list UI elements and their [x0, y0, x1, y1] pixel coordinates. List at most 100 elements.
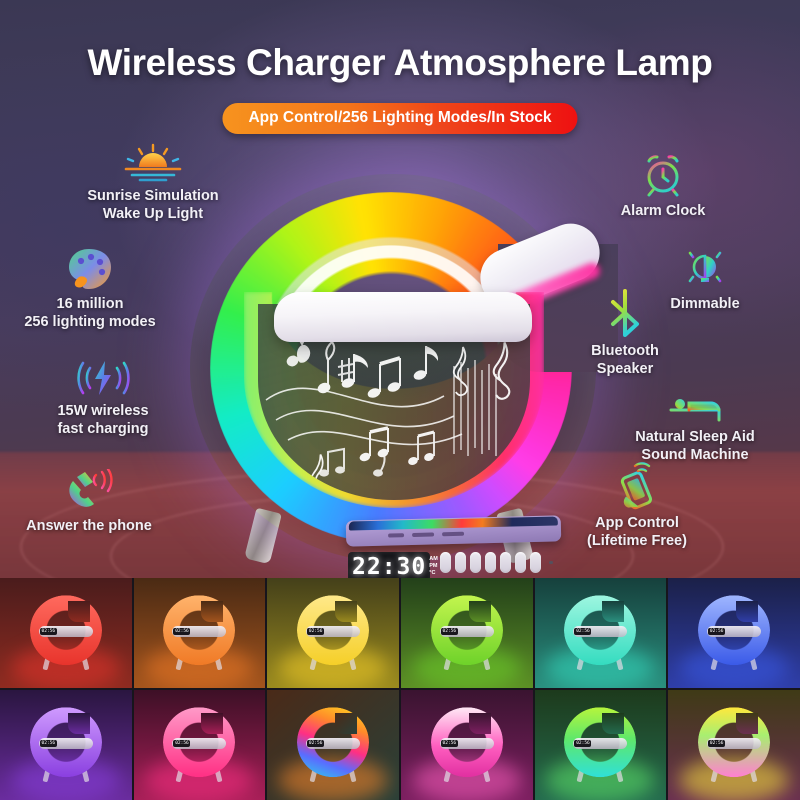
- color-variant-cell-yellow-pink[interactable]: 02:56: [668, 690, 800, 800]
- variant-clock: 02:56: [307, 628, 325, 635]
- color-palette-icon: [69, 249, 111, 289]
- variant-charging-deck: [439, 626, 494, 637]
- color-variant-cell-cyan[interactable]: 02:56: [534, 578, 667, 688]
- speaker-slot: [455, 552, 466, 573]
- variant-clock: 02:56: [440, 628, 458, 635]
- speaker-slot: [440, 552, 451, 573]
- feature-label: 15W wireless fast charging: [57, 403, 149, 437]
- variant-clock: 02:56: [173, 628, 191, 635]
- color-variant-cell-blue[interactable]: 02:56: [668, 578, 800, 688]
- color-variant-cell-orange[interactable]: 02:56: [133, 578, 266, 688]
- variant-clock: 02:56: [39, 628, 57, 635]
- variant-g-notch: [602, 601, 625, 622]
- variant-g-notch: [468, 713, 491, 734]
- variant-g-notch: [736, 713, 759, 734]
- color-variant-cell-pink-white[interactable]: 02:56: [401, 690, 533, 800]
- music-notes-overlay: [265, 320, 511, 500]
- color-variant-cell-red[interactable]: 02:56: [0, 578, 132, 688]
- alarm-clock-icon: [647, 155, 679, 197]
- brightness-dimmer-icon: [682, 245, 728, 283]
- color-variant-cell-green-cyan[interactable]: 02:56: [534, 690, 667, 800]
- sunrise-icon: [124, 143, 182, 182]
- smartphone-on-pad: [345, 515, 562, 547]
- bed-sleep-icon: [669, 391, 721, 422]
- variant-clock: 02:56: [574, 740, 592, 747]
- feature-bluetooth-speaker: Bluetooth Speaker: [565, 288, 685, 378]
- variant-charging-deck: [172, 738, 227, 749]
- feature-lighting-modes: 16 million 256 lighting modes: [0, 247, 185, 331]
- feature-alarm-clock: Alarm Clock: [568, 152, 758, 221]
- clock-time: 22:30: [352, 553, 427, 578]
- phone-button-1: [388, 533, 405, 538]
- phone-button-3: [442, 531, 465, 537]
- feature-label: Bluetooth Speaker: [591, 343, 659, 377]
- speaker-slot: [470, 552, 481, 573]
- variant-g-notch: [468, 601, 491, 622]
- clock-indicator-pm: PM: [429, 563, 438, 570]
- clock-indicator-temp: °C: [429, 569, 436, 576]
- variant-g-notch: [335, 713, 358, 734]
- feature-label: Natural Sleep Aid Sound Machine: [635, 429, 755, 463]
- page-title: Wireless Charger Atmosphere Lamp: [87, 42, 713, 83]
- color-variant-cell-green[interactable]: 02:56: [401, 578, 533, 688]
- speaker-grille: [440, 552, 553, 573]
- color-variant-cell-purple[interactable]: 02:56: [0, 690, 132, 800]
- variant-clock: 02:56: [574, 628, 592, 635]
- feature-dimmable: Dimmable: [645, 245, 765, 314]
- color-variant-cell-pink[interactable]: 02:56: [133, 690, 266, 800]
- feature-app-control: App Control (Lifetime Free): [542, 462, 732, 550]
- variant-charging-deck: [306, 626, 361, 637]
- clock-indicator-am: AM: [429, 556, 438, 563]
- wireless-charging-deck: [274, 292, 532, 342]
- variant-clock: 02:56: [708, 628, 726, 635]
- variant-clock: 02:56: [173, 740, 191, 747]
- color-variant-grid: 02:56 02:56 02:56 02:56 02:56 02:56 02:56 02:56…: [0, 578, 800, 800]
- variant-clock: 02:56: [39, 740, 57, 747]
- feature-label: Dimmable: [670, 296, 740, 312]
- variant-charging-deck: [707, 626, 762, 637]
- phone-call-icon: [69, 469, 113, 507]
- microphone-dot: [549, 560, 553, 565]
- wireless-charging-icon: [77, 361, 130, 395]
- color-variant-cell-yellow[interactable]: 02:56: [267, 578, 399, 688]
- variant-clock: 02:56: [307, 740, 325, 747]
- variant-charging-deck: [38, 738, 93, 749]
- variant-charging-deck: [172, 626, 227, 637]
- feature-label: App Control (Lifetime Free): [587, 515, 687, 549]
- hero-product-scene: Wireless Charger Atmosphere Lamp App Con…: [0, 0, 800, 578]
- variant-g-notch: [602, 713, 625, 734]
- app-control-phone-icon: [620, 462, 653, 510]
- variant-charging-deck: [573, 738, 628, 749]
- feature-sunrise-simulation: Sunrise Simulation Wake Up Light: [58, 143, 248, 223]
- led-clock-display: 22:30 AM PM °C: [348, 552, 438, 578]
- feature-label: 16 million 256 lighting modes: [24, 296, 156, 330]
- variant-g-notch: [201, 601, 224, 622]
- lamp-leg-left: [244, 507, 282, 565]
- phone-button-2: [412, 532, 435, 538]
- color-variant-cell-multicolor[interactable]: 02:56: [267, 690, 399, 800]
- feature-label: Sunrise Simulation Wake Up Light: [87, 188, 219, 222]
- clock-indicators: AM PM °C: [429, 557, 438, 576]
- bluetooth-icon: [611, 289, 639, 337]
- variant-charging-deck: [439, 738, 494, 749]
- variant-charging-deck: [707, 738, 762, 749]
- speaker-slot: [500, 552, 511, 573]
- promo-badge: App Control/256 Lighting Modes/In Stock: [222, 103, 578, 134]
- feature-label: Answer the phone: [26, 518, 152, 534]
- variant-g-notch: [67, 601, 90, 622]
- variant-clock: 02:56: [440, 740, 458, 747]
- variant-clock: 02:56: [708, 740, 726, 747]
- speaker-slot: [530, 552, 541, 573]
- feature-sleep-aid: Natural Sleep Aid Sound Machine: [600, 388, 790, 464]
- variant-g-notch: [736, 601, 759, 622]
- variant-charging-deck: [573, 626, 628, 637]
- variant-g-notch: [335, 601, 358, 622]
- feature-fast-charging: 15W wireless fast charging: [8, 358, 198, 438]
- feature-label: Alarm Clock: [620, 203, 706, 219]
- variant-g-notch: [67, 713, 90, 734]
- variant-charging-deck: [38, 626, 93, 637]
- speaker-slot: [485, 552, 496, 573]
- speaker-slot: [515, 552, 526, 573]
- variant-charging-deck: [306, 738, 361, 749]
- feature-answer-phone: Answer the phone: [0, 469, 184, 536]
